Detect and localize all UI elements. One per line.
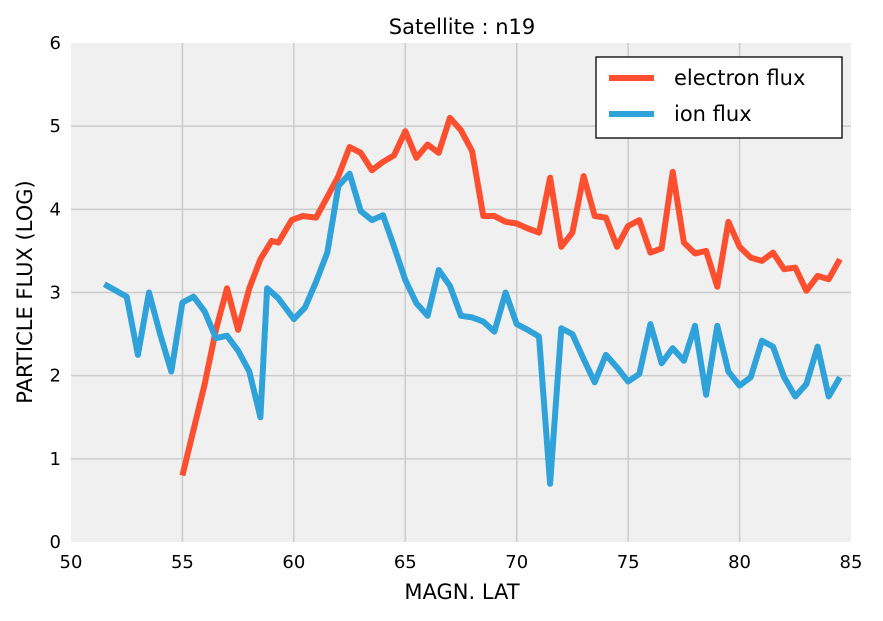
x-tick-label: 70	[505, 552, 528, 573]
x-tick-label: 55	[171, 552, 194, 573]
legend: electron flux ion flux	[595, 56, 843, 139]
y-tick-label: 4	[50, 199, 61, 220]
x-tick-label: 60	[282, 552, 305, 573]
x-tick-label: 65	[394, 552, 417, 573]
y-tick-label: 6	[50, 33, 61, 54]
legend-label-ion-flux: ion flux	[674, 102, 752, 126]
x-tick-label: 85	[840, 552, 863, 573]
y-tick-label: 3	[50, 283, 61, 304]
legend-label-electron-flux: electron flux	[674, 66, 805, 90]
series-line-ion-flux	[102, 170, 843, 487]
series-line-electron-flux	[179, 114, 843, 477]
x-axis-label: MAGN. LAT	[404, 580, 519, 604]
legend-box	[595, 56, 843, 139]
x-tick-label: 75	[617, 552, 640, 573]
tick-labels: 50 55 60 65 70 75 80 85 0 1 2 3 4 5 6	[50, 33, 863, 573]
x-tick-label: 80	[728, 552, 751, 573]
series-layer	[102, 114, 843, 487]
y-axis-label: PARTICLE FLUX (LOG)	[13, 180, 37, 403]
x-tick-label: 50	[60, 552, 83, 573]
y-tick-label: 2	[50, 366, 61, 387]
chart-title: Satellite : n19	[389, 15, 535, 39]
y-tick-label: 1	[50, 449, 61, 470]
y-tick-label: 5	[50, 116, 61, 137]
y-tick-label: 0	[50, 532, 61, 553]
